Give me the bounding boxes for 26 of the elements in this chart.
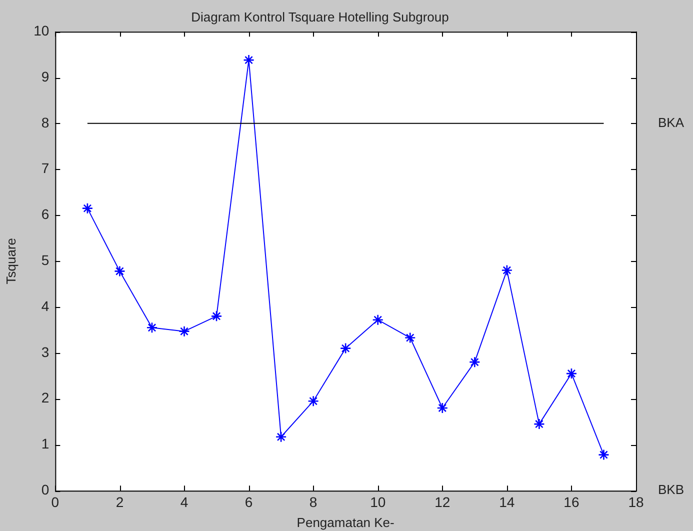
y-tick-label: 2 [41, 390, 50, 406]
x-axis-title: Pengamatan Ke- [296, 514, 394, 530]
chart-title: Diagram Kontrol Tsquare Hotelling Subgroup [191, 9, 449, 24]
y-tick-label: 3 [41, 344, 50, 360]
ref-line-label: BKA [658, 114, 684, 130]
y-tick-label: 7 [41, 160, 50, 176]
y-tick-label: 6 [41, 206, 50, 222]
x-tick-label: 4 [180, 494, 188, 510]
x-tick-label: 12 [434, 494, 450, 510]
x-tick-label: 6 [244, 494, 253, 510]
x-tick-label: 2 [116, 494, 124, 510]
x-tick-label: 8 [309, 494, 318, 510]
y-tick-label: 10 [34, 22, 50, 38]
text: BKB [658, 482, 684, 498]
y-tick-label: 4 [41, 298, 50, 314]
y-tick-label: 1 [41, 436, 50, 452]
x-tick-label: 10 [370, 494, 386, 510]
x-tick-label: 14 [499, 494, 515, 510]
y-tick-label: 9 [41, 68, 50, 84]
y-tick-label: 0 [41, 481, 50, 498]
x-tick-label: 18 [628, 494, 644, 510]
x-tick-label: 0 [51, 494, 60, 510]
y-tick-label: 5 [41, 252, 50, 268]
y-axis-title: Tsquare [3, 238, 18, 284]
y-tick-label: 8 [41, 114, 50, 130]
x-tick-label: 16 [564, 494, 580, 510]
